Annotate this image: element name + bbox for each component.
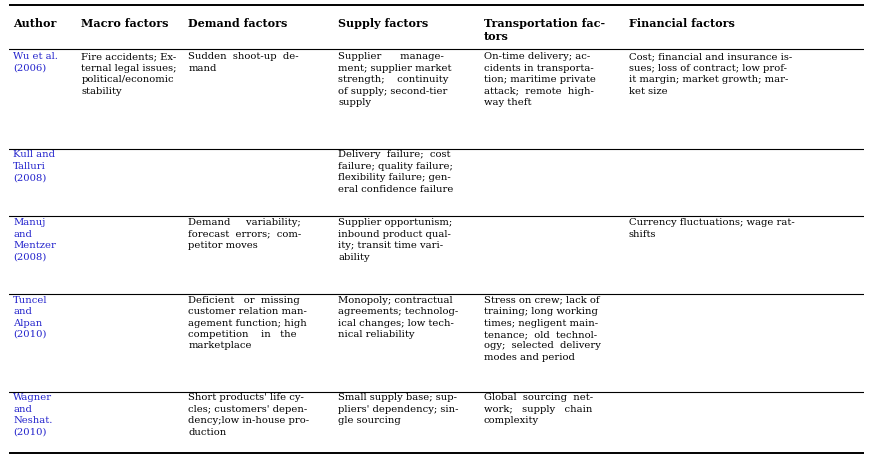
Text: Supplier opportunism;
inbound product qual-
ity; transit time vari-
ability: Supplier opportunism; inbound product qu… bbox=[338, 218, 452, 261]
Text: Financial factors: Financial factors bbox=[629, 18, 735, 29]
Text: Cost; financial and insurance is-
sues; loss of contract; low prof-
it margin; m: Cost; financial and insurance is- sues; … bbox=[629, 52, 792, 95]
Text: Transportation fac-
tors: Transportation fac- tors bbox=[484, 18, 605, 42]
Text: Fire accidents; Ex-
ternal legal issues;
political/economic
stability: Fire accidents; Ex- ternal legal issues;… bbox=[81, 52, 177, 95]
Text: Demand factors: Demand factors bbox=[189, 18, 288, 29]
Text: Demand     variability;
forecast  errors;  com-
petitor moves: Demand variability; forecast errors; com… bbox=[189, 218, 302, 250]
Text: Deficient   or  missing
customer relation man-
agement function; high
competitio: Deficient or missing customer relation m… bbox=[189, 295, 307, 350]
Text: Small supply base; sup-
pliers' dependency; sin-
gle sourcing: Small supply base; sup- pliers' dependen… bbox=[338, 393, 458, 425]
Text: Currency fluctuations; wage rat-
shifts: Currency fluctuations; wage rat- shifts bbox=[629, 218, 794, 238]
Text: Supplier      manage-
ment; supplier market
strength;    continuity
of supply; s: Supplier manage- ment; supplier market s… bbox=[338, 52, 451, 107]
Text: Sudden  shoot-up  de-
mand: Sudden shoot-up de- mand bbox=[189, 52, 299, 73]
Text: Author: Author bbox=[13, 18, 57, 29]
Text: Supply factors: Supply factors bbox=[338, 18, 429, 29]
Text: Wagner
and
Neshat.
(2010): Wagner and Neshat. (2010) bbox=[13, 393, 52, 436]
Text: Stress on crew; lack of
training; long working
times; negligent main-
tenance;  : Stress on crew; lack of training; long w… bbox=[484, 295, 601, 361]
Text: Monopoly; contractual
agreements; technolog-
ical changes; low tech-
nical relia: Monopoly; contractual agreements; techno… bbox=[338, 295, 458, 338]
Text: Wu et al.
(2006): Wu et al. (2006) bbox=[13, 52, 58, 73]
Text: Manuj
and
Mentzer
(2008): Manuj and Mentzer (2008) bbox=[13, 218, 56, 261]
Text: Kull and
Talluri
(2008): Kull and Talluri (2008) bbox=[13, 150, 55, 181]
Text: Macro factors: Macro factors bbox=[81, 18, 169, 29]
Text: Short products' life cy-
cles; customers' depen-
dency;low in-house pro-
duction: Short products' life cy- cles; customers… bbox=[189, 393, 310, 436]
Text: Delivery  failure;  cost
failure; quality failure;
flexibility failure; gen-
era: Delivery failure; cost failure; quality … bbox=[338, 150, 453, 193]
Text: Global  sourcing  net-
work;   supply   chain
complexity: Global sourcing net- work; supply chain … bbox=[484, 393, 593, 425]
Text: Tuncel
and
Alpan
(2010): Tuncel and Alpan (2010) bbox=[13, 295, 47, 338]
Text: On-time delivery; ac-
cidents in transporta-
tion; maritime private
attack;  rem: On-time delivery; ac- cidents in transpo… bbox=[484, 52, 595, 107]
